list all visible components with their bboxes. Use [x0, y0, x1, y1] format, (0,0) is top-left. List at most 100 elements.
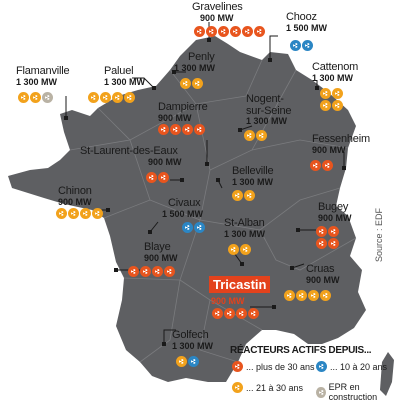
legend-label: ... 10 à 20 ans	[330, 361, 388, 372]
reactor-over-30-icon	[232, 361, 243, 372]
plant-name: Paluel	[104, 65, 134, 77]
reactor-over-30-icon	[158, 124, 169, 135]
plant-capacity: 900 MW	[148, 156, 182, 167]
leader-golfech	[163, 329, 176, 344]
reactor-10-20-icon	[302, 40, 313, 51]
reactor-over-30-icon	[328, 226, 339, 237]
plant-belleville[interactable]: Belleville 1 300 MW	[232, 165, 274, 187]
reactor-21-30-icon	[320, 88, 331, 99]
reactor-icons-fessenheim	[310, 160, 333, 171]
reactor-21-30-icon	[176, 356, 187, 367]
plant-stalban[interactable]: St-Alban 1 300 MW	[224, 217, 265, 239]
plant-capacity: 900 MW	[306, 274, 340, 285]
reactor-over-30-icon	[206, 26, 217, 37]
legend-item-21-30: ... 21 à 30 ans	[232, 382, 303, 393]
reactor-21-30-icon	[320, 290, 331, 301]
plant-bugey[interactable]: Bugey 900 MW	[318, 201, 352, 223]
reactor-21-30-icon	[228, 244, 239, 255]
reactor-21-30-icon	[232, 382, 243, 393]
plant-penly[interactable]: Penly 1 300 MW	[174, 51, 215, 73]
plant-cattenom[interactable]: Cattenom 1 300 MW	[312, 61, 359, 83]
reactor-over-30-icon	[218, 26, 229, 37]
plant-flamanville[interactable]: Flamanville 1 300 MW	[16, 65, 70, 87]
plant-name: Gravelines	[192, 1, 243, 13]
reactor-21-30-icon	[284, 290, 295, 301]
plant-name: Nogent- sur-Seine	[246, 93, 292, 117]
plant-civaux[interactable]: Civaux 1 500 MW	[162, 197, 203, 219]
plant-chooz[interactable]: Chooz 1 500 MW	[286, 11, 328, 33]
plant-name: Civaux	[168, 197, 201, 209]
reactor-21-30-icon	[308, 290, 319, 301]
plant-capacity: 1 500 MW	[286, 22, 328, 33]
epr-icon	[42, 92, 53, 103]
plant-tricastin-name[interactable]: Tricastin	[209, 276, 271, 293]
leader-civaux	[149, 221, 159, 233]
leader-chooz	[269, 35, 278, 60]
plant-name: Bugey	[318, 201, 349, 213]
source-credit: Source : EDF	[374, 207, 384, 262]
reactor-10-20-icon	[188, 356, 199, 367]
plant-stlaurent[interactable]: St-Laurent-des-Eaux 900 MW	[80, 145, 182, 167]
plant-name: Golfech	[172, 329, 209, 341]
plant-capacity: 1 300 MW	[172, 340, 214, 351]
plant-capacity: 1 300 MW	[16, 76, 58, 87]
reactor-10-20-icon	[182, 222, 193, 233]
plant-golfech[interactable]: Golfech 1 300 MW	[172, 329, 214, 351]
legend-label: ... plus de 30 ans	[246, 361, 315, 372]
epr-icon	[316, 386, 326, 398]
plant-blaye[interactable]: Blaye 900 MW	[144, 241, 178, 263]
plant-name: Cattenom	[312, 61, 359, 73]
reactor-over-30-icon	[236, 308, 247, 319]
leader-nogent	[239, 125, 253, 131]
reactor-21-30-icon	[244, 130, 255, 141]
reactor-icons-golfech	[176, 356, 199, 367]
reactor-icons-cattenom	[320, 88, 344, 111]
reactor-21-30-icon	[100, 92, 111, 103]
reactor-over-30-icon	[128, 266, 139, 277]
plant-chinon[interactable]: Chinon 900 MW	[58, 185, 92, 207]
reactor-over-30-icon	[230, 26, 241, 37]
reactor-over-30-icon	[158, 172, 169, 183]
reactor-over-30-icon	[316, 238, 327, 249]
reactor-21-30-icon	[256, 130, 267, 141]
reactor-over-30-icon	[140, 266, 151, 277]
reactor-icons-stalban	[228, 244, 251, 255]
leader-paluel	[132, 77, 155, 89]
plant-nogent[interactable]: Nogent- sur-Seine 1 300 MW	[246, 93, 292, 127]
reactor-10-20-icon	[290, 40, 301, 51]
reactor-icons-dampierre	[158, 124, 205, 135]
plant-cruas[interactable]: Cruas 900 MW	[306, 263, 340, 285]
legend-title: RÉACTEURS ACTIFS DEPUIS...	[230, 345, 372, 356]
reactor-21-30-icon	[80, 208, 91, 219]
reactor-21-30-icon	[240, 244, 251, 255]
reactor-icons-chinon	[56, 208, 103, 219]
reactor-icons-belleville	[232, 190, 255, 201]
reactor-21-30-icon	[192, 78, 203, 89]
plant-gravelines[interactable]: Gravelines 900 MW	[192, 1, 243, 23]
reactor-21-30-icon	[88, 92, 99, 103]
legend-item-epr: EPR en construction	[316, 382, 400, 402]
reactor-over-30-icon	[254, 26, 265, 37]
plant-dampierre[interactable]: Dampierre 900 MW	[158, 101, 208, 123]
reactor-over-30-icon	[164, 266, 175, 277]
plant-tricastin-capacity: 900 MW	[211, 296, 245, 306]
reactor-over-30-icon	[194, 124, 205, 135]
plant-fessenheim[interactable]: Fessenheim 900 MW	[312, 133, 370, 155]
plant-name: Cruas	[306, 263, 335, 275]
plant-capacity: 1 500 MW	[162, 208, 204, 219]
reactor-10-20-icon	[194, 222, 205, 233]
plant-capacity: 1 300 MW	[232, 176, 274, 187]
leader-cruas	[291, 263, 305, 269]
plant-capacity: 900 MW	[318, 212, 352, 223]
plant-paluel[interactable]: Paluel 1 300 MW	[104, 65, 145, 87]
leader-lines	[65, 22, 345, 344]
reactor-over-30-icon	[182, 124, 193, 135]
plant-capacity: 900 MW	[312, 144, 346, 155]
reactor-icons-nogent	[244, 130, 267, 141]
reactor-21-30-icon	[332, 100, 343, 111]
reactor-icons-gravelines	[194, 26, 265, 37]
reactor-icons-stlaurent	[146, 172, 169, 183]
plant-capacity: 900 MW	[144, 252, 178, 263]
reactor-over-30-icon	[316, 226, 327, 237]
